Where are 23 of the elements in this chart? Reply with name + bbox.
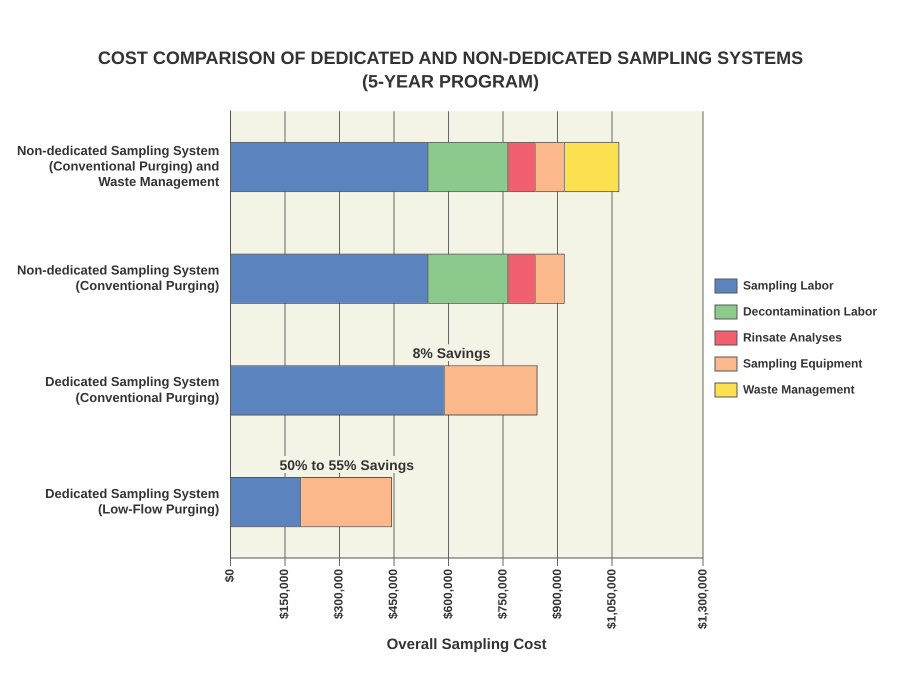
annotation: 8% Savings: [412, 345, 491, 362]
y-tick-label: Dedicated Sampling System (Conventional Purging): [45, 374, 220, 405]
x-tick-label: $300,000: [332, 568, 346, 620]
legend-label: Rinsate Analyses: [742, 330, 842, 344]
legend-label: Waste Management: [742, 382, 855, 396]
x-tick-label: $450,000: [386, 568, 400, 620]
annotation: 50% to 55% Savings: [279, 456, 414, 473]
chart-title: COST COMPARISON OF DEDICATED AND NON-DEDICATED SAMPLING SYSTEMS: [98, 48, 804, 68]
x-tick-label: $1,050,000: [604, 568, 618, 630]
legend-label: Sampling Equipment: [742, 356, 862, 370]
x-tick-label: $600,000: [440, 568, 455, 620]
x-tick-label: $0: [222, 568, 237, 582]
x-tick-label: $150,000: [277, 568, 292, 620]
legend-label: Decontamination Labor: [742, 304, 878, 318]
x-tick-label: $900,000: [550, 568, 564, 620]
x-tick-label: $1,300,000: [695, 568, 710, 630]
legend-label: Sampling Labor: [742, 278, 834, 292]
x-tick-label: $750,000: [495, 568, 510, 620]
y-tick-label: Non-dedicated Sampling System (Conventional Purging) and Waste Management: [16, 143, 220, 190]
y-tick-label: Non-dedicated Sampling System (Conventional Purging): [16, 262, 220, 294]
y-tick-label: Dedicated Sampling System (Low-Flow Purging): [45, 486, 220, 516]
x-axis-title: Overall Sampling Cost: [386, 636, 547, 654]
chart-subtitle: (5-YEAR PROGRAM): [362, 71, 540, 92]
